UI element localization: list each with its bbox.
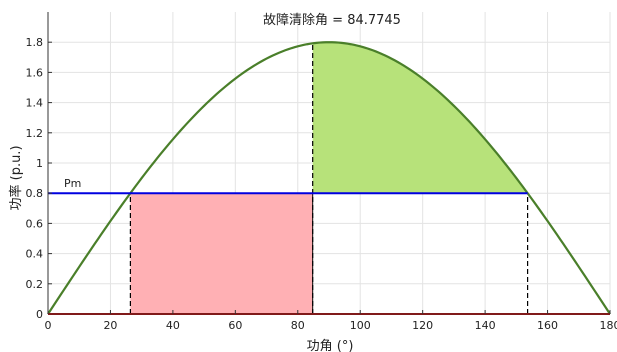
y-tick-label: 0.8 (26, 187, 44, 200)
y-tick-label: 1.8 (26, 36, 44, 49)
x-tick-label: 80 (291, 319, 305, 332)
y-tick-label: 1.2 (26, 127, 44, 140)
y-tick-label: 0.6 (26, 217, 44, 230)
chart-title: 故障清除角 = 84.7745 (263, 13, 401, 28)
pm-label: Pm (64, 177, 81, 190)
pe-curve (47, 41, 611, 315)
y-tick-label: 0.2 (26, 278, 44, 291)
x-tick-label: 0 (45, 319, 52, 332)
tick-labels: 0 20 40 60 80 100 120 140 160 180 0 0.2 0.4 0.6 0.8 1 1.… (26, 36, 617, 332)
x-axis-title: 功角 (°) (307, 339, 354, 352)
y-tick-label: 1.4 (26, 97, 44, 110)
x-tick-label: 120 (412, 319, 433, 332)
axes (47, 12, 611, 315)
y-tick-label: 1 (36, 157, 43, 170)
x-tick-label: 40 (166, 319, 180, 332)
deceleration-area (312, 42, 528, 194)
x-tick-label: 180 (600, 319, 617, 332)
acceleration-area (130, 193, 313, 314)
x-tick-label: 20 (103, 319, 117, 332)
y-tick-label: 1.6 (26, 66, 44, 79)
x-tick-label: 100 (350, 319, 371, 332)
x-tick-label: 140 (475, 319, 496, 332)
x-tick-label: 160 (537, 319, 558, 332)
x-tick-label: 60 (228, 319, 242, 332)
y-axis-title: 功率 (p.u.) (8, 145, 24, 210)
y-tick-label: 0 (36, 308, 43, 321)
shaded-areas (130, 42, 528, 314)
y-tick-label: 0.4 (26, 248, 44, 261)
